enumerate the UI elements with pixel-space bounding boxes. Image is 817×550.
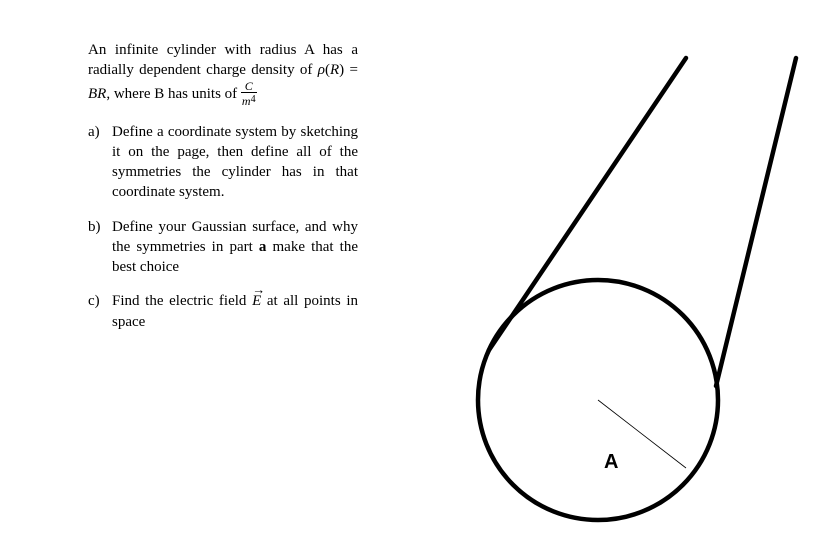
- item-a-body: Define a coordinate system by sketching …: [112, 122, 358, 203]
- intro-tail: , where B has units of: [106, 85, 241, 101]
- frac-den-exp: 4: [251, 94, 256, 105]
- item-c-marker: c): [88, 291, 112, 332]
- tangent-line-right: [716, 58, 796, 386]
- rho-symbol: ρ: [318, 62, 325, 78]
- question-list: a) Define a coordinate system by sketchi…: [88, 122, 358, 332]
- item-a: a) Define a coordinate system by sketchi…: [88, 122, 358, 203]
- radius-label: A: [604, 451, 618, 473]
- eq-sign: =: [344, 62, 358, 78]
- item-b-body: Define your Gaussian surface, and why th…: [112, 217, 358, 278]
- units-fraction: Cm4: [241, 80, 257, 107]
- item-c-before: Find the electric field: [112, 293, 252, 309]
- frac-den: m4: [241, 93, 257, 107]
- tangent-line-left: [489, 58, 686, 350]
- problem-intro: An infinite cylinder with radius A has a…: [88, 40, 358, 108]
- item-a-marker: a): [88, 122, 112, 203]
- item-b-marker: b): [88, 217, 112, 278]
- item-b: b) Define your Gaussian surface, and why…: [88, 217, 358, 278]
- item-c: c) Find the electric field E at all poin…: [88, 291, 358, 332]
- figure-column: A: [358, 40, 787, 519]
- var-B: B: [88, 85, 97, 101]
- text-column: An infinite cylinder with radius A has a…: [88, 40, 358, 519]
- var-R2: R: [97, 85, 106, 101]
- var-R: R: [330, 62, 339, 78]
- vector-E: E: [252, 291, 261, 311]
- cylinder-figure: A: [388, 50, 817, 550]
- page-root: An infinite cylinder with radius A has a…: [0, 0, 817, 549]
- item-c-body: Find the electric field E at all points …: [112, 291, 358, 332]
- frac-num: C: [241, 80, 257, 93]
- frac-den-base: m: [242, 94, 251, 108]
